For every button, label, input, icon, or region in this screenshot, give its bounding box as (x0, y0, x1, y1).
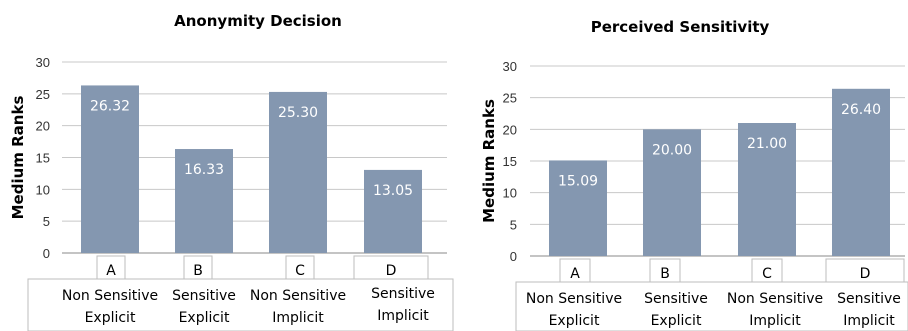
category-name-line1: Non Sensitive (526, 291, 622, 307)
bar-value-label: 15.09 (558, 173, 598, 189)
y-tick-label: 20 (36, 119, 50, 134)
category-letter: C (295, 263, 305, 279)
chart-title: Anonymity Decision (174, 12, 342, 30)
y-tick-label: 10 (36, 182, 50, 197)
bar-b (175, 149, 233, 253)
chart-title: Perceived Sensitivity (591, 18, 770, 36)
y-tick-label: 30 (503, 59, 517, 74)
category-name-line2: Implicit (749, 313, 801, 329)
category-name-line1: Sensitive (837, 291, 901, 307)
category-letter: B (660, 266, 670, 282)
category-name-line1: Non Sensitive (62, 288, 158, 304)
y-tick-label: 0 (43, 246, 50, 261)
category-name-line1: Sensitive (371, 286, 435, 302)
category-name-line2: Implicit (377, 308, 429, 324)
bar-d (364, 169, 422, 253)
category-names-box (27, 278, 454, 331)
y-tick-label: 5 (43, 214, 50, 229)
bar-value-label: 26.32 (90, 98, 130, 114)
y-tick-label: 30 (36, 55, 50, 70)
bar-d (832, 88, 890, 256)
y-axis-label: Medium Ranks (480, 99, 498, 223)
y-tick-label: 15 (503, 154, 517, 169)
bar-value-label: 26.40 (841, 102, 881, 118)
y-axis-label: Medium Ranks (9, 96, 27, 220)
bar-c (269, 91, 327, 253)
category-name-line1: Non Sensitive (250, 288, 346, 304)
category-name-line2: Explicit (549, 313, 600, 329)
y-tick-label: 15 (36, 151, 50, 166)
y-tick-label: 25 (503, 91, 517, 106)
bar-c (738, 123, 796, 256)
y-tick-label: 25 (36, 87, 50, 102)
category-name-line2: Explicit (85, 310, 136, 326)
chart-anonymity-decision: Anonymity Decision 0 5 10 15 20 25 30 Medium Ran… (9, 12, 454, 331)
category-letter: C (762, 266, 772, 282)
category-names-box (515, 281, 908, 331)
category-letter: B (193, 263, 203, 279)
category-letter: D (860, 266, 871, 282)
bar-value-label: 20.00 (652, 142, 692, 158)
y-tick-label: 5 (510, 217, 517, 232)
y-tick-label: 0 (510, 249, 517, 264)
category-name-line1: Sensitive (172, 288, 236, 304)
bar-a (549, 160, 607, 256)
category-name-line2: Implicit (843, 313, 895, 329)
category-name-line2: Implicit (272, 310, 324, 326)
category-name-line2: Explicit (179, 310, 230, 326)
y-tick-label: 20 (503, 122, 517, 137)
category-letter: A (570, 266, 580, 282)
bar-value-label: 25.30 (278, 105, 318, 121)
bar-value-label: 16.33 (184, 162, 224, 178)
category-name-line1: Non Sensitive (727, 291, 823, 307)
category-letter: A (106, 263, 116, 279)
bar-value-label: 21.00 (747, 136, 787, 152)
category-name-line2: Explicit (651, 313, 702, 329)
bar-b (643, 129, 701, 256)
y-tick-label: 10 (503, 186, 517, 201)
bar-a (81, 85, 139, 253)
category-name-line1: Sensitive (644, 291, 708, 307)
category-letter: D (386, 263, 397, 279)
chart-perceived-sensitivity: Perceived Sensitivity 0 5 10 15 20 25 30 Medium … (480, 18, 908, 331)
bar-value-label: 13.05 (373, 183, 413, 199)
